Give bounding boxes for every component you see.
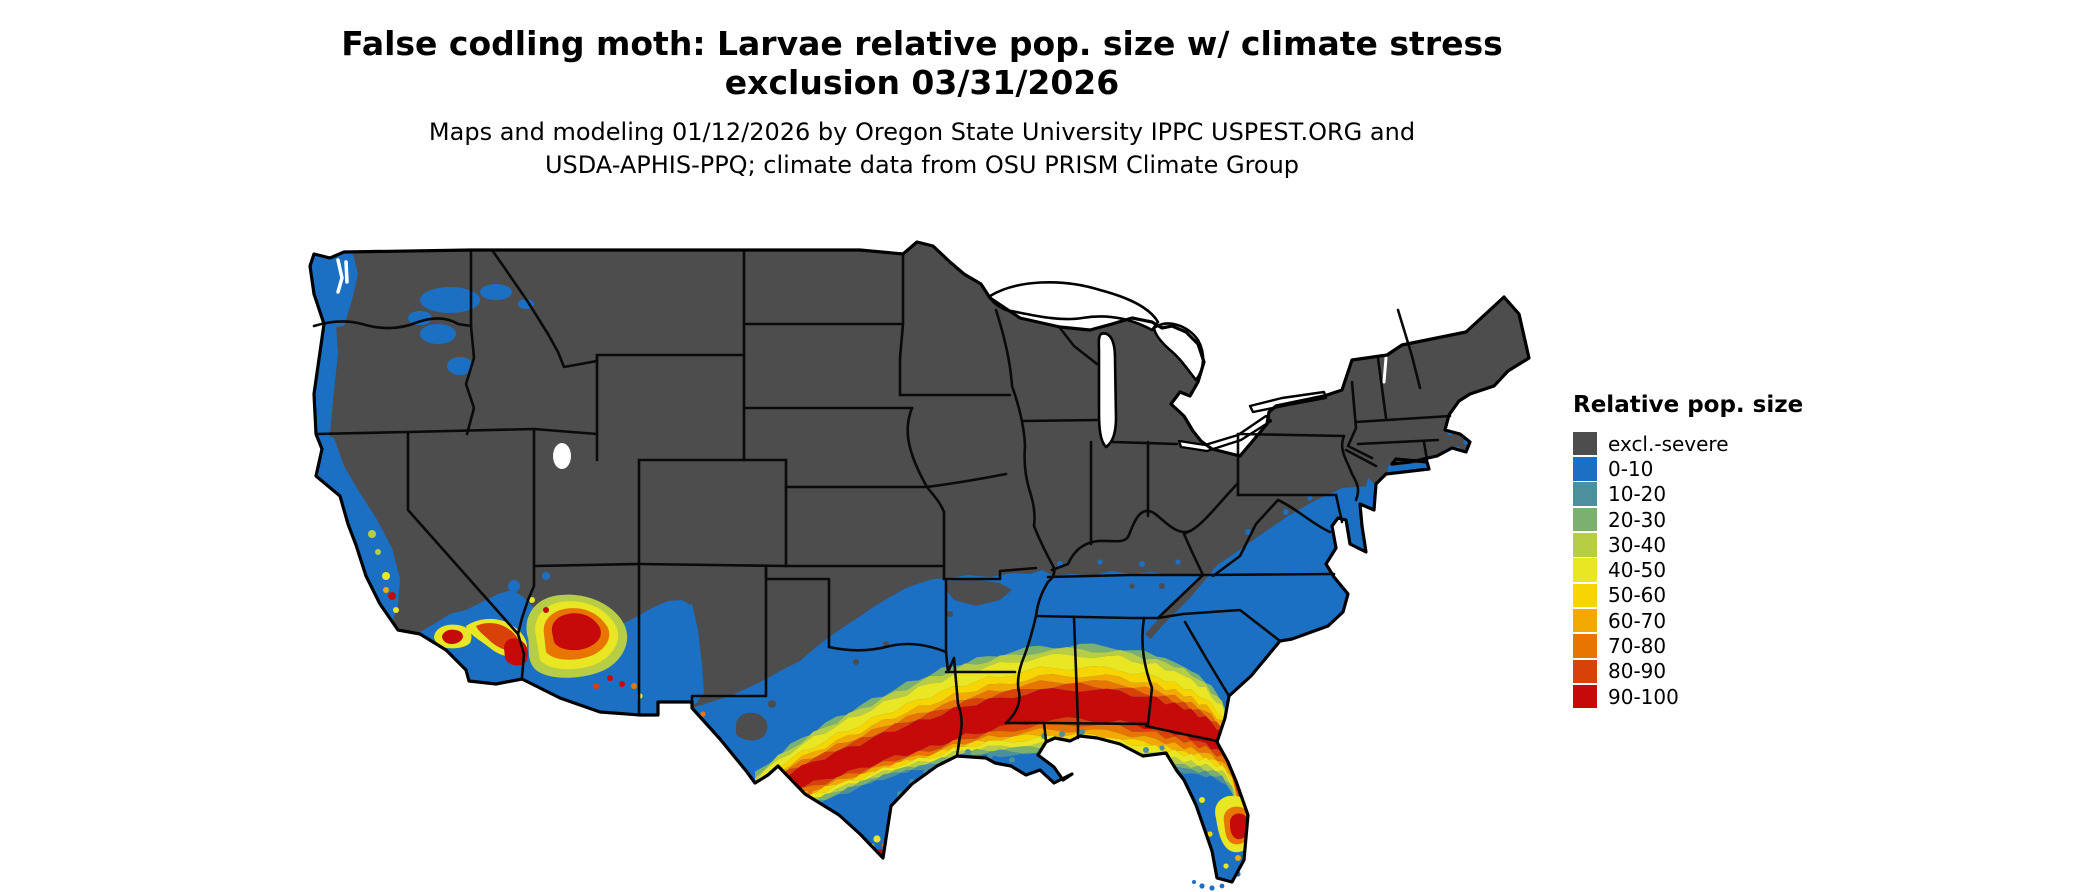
legend-label: 20-30 <box>1608 507 1667 532</box>
map-subtitle-line2: USDA-APHIS-PPQ; climate data from OSU PR… <box>544 151 1300 179</box>
legend-label: 40-50 <box>1608 558 1667 583</box>
legend-swatch-30-40 <box>1573 533 1597 557</box>
legend-swatch-90-100 <box>1573 684 1597 709</box>
legend-row: 90-100 <box>1573 684 1803 709</box>
legend-swatch-0-10 <box>1573 457 1597 481</box>
map-title-line2: exclusion 03/31/2026 <box>724 63 1120 102</box>
legend-row: 30-40 <box>1573 532 1803 557</box>
legend-label: 30-40 <box>1608 532 1667 557</box>
legend-swatch-excl.-severe <box>1573 431 1597 456</box>
legend-row: 70-80 <box>1573 633 1803 658</box>
legend-row: 50-60 <box>1573 583 1803 608</box>
legend-label: excl.-severe <box>1608 431 1729 456</box>
map-subtitle-line1: Maps and modeling 01/12/2026 by Oregon S… <box>428 118 1416 146</box>
legend-label: 10-20 <box>1608 482 1667 507</box>
legend-label: 50-60 <box>1608 583 1667 608</box>
legend-row: 10-20 <box>1573 482 1803 507</box>
legend-row: excl.-severe <box>1573 431 1803 456</box>
legend-row: 0-10 <box>1573 456 1803 481</box>
legend-swatch-10-20 <box>1573 482 1597 506</box>
legend-swatch-40-50 <box>1573 558 1597 582</box>
state-borders <box>308 240 1531 884</box>
title-block: False codling moth: Larvae relative pop.… <box>222 24 1622 182</box>
great-lakes <box>336 258 1388 469</box>
legend-swatch-50-60 <box>1573 583 1597 608</box>
legend-swatch-70-80 <box>1573 634 1597 658</box>
legend-label: 90-100 <box>1608 684 1679 709</box>
legend-swatch-60-70 <box>1573 608 1597 633</box>
legend-label: 0-10 <box>1608 456 1654 481</box>
legend-title: Relative pop. size <box>1573 392 1804 418</box>
legend-row: 40-50 <box>1573 557 1803 582</box>
legend-label: 70-80 <box>1608 634 1667 659</box>
legend-row: 80-90 <box>1573 659 1803 684</box>
legend-row: 60-70 <box>1573 608 1803 633</box>
legend-label: 80-90 <box>1608 659 1667 684</box>
map-title-line1: False codling moth: Larvae relative pop.… <box>341 24 1503 63</box>
legend-swatch-80-90 <box>1573 659 1597 684</box>
legend: Relative pop. size excl.-severe 0-10 10-20… <box>1573 392 1803 709</box>
legend-swatch-20-30 <box>1573 507 1597 532</box>
us-risk-map <box>308 240 1531 891</box>
legend-label: 60-70 <box>1608 608 1667 633</box>
legend-row: 20-30 <box>1573 507 1803 532</box>
legend-rows: excl.-severe 0-10 10-20 20-30 30-40 40-50 50-6… <box>1573 431 1803 709</box>
